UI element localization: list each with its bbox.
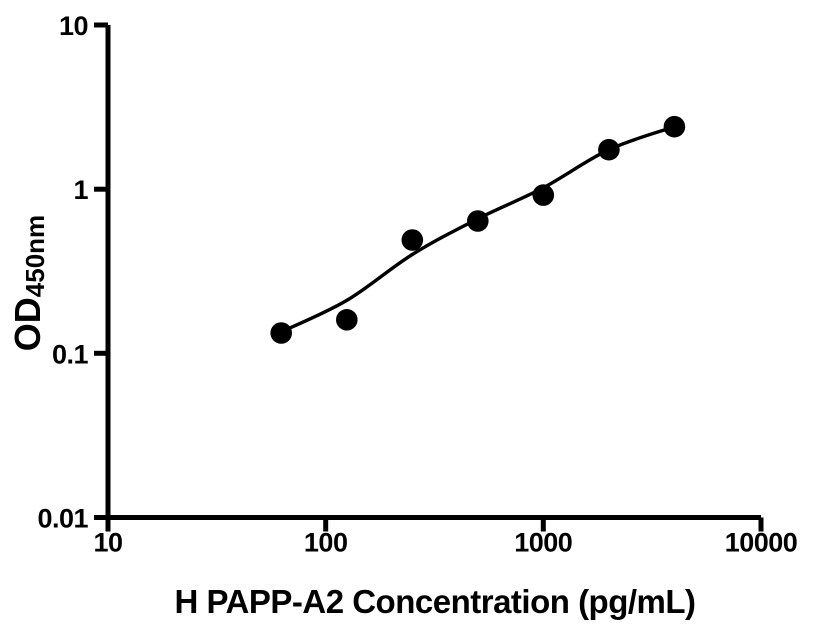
x-tick-label: 100 [304,528,348,558]
y-axis-title-subscript: 450nm [19,214,50,298]
data-point-series [270,115,686,344]
y-tick-label: 1 [73,175,88,205]
data-point-marker [270,322,293,344]
data-point-marker [336,309,358,331]
x-axis-title-text: H PAPP-A2 Concentration (pg/mL) [174,583,696,620]
y-tick-label: 0.01 [37,504,88,534]
tick-labels: 10 100 1000 10000 10 1 0.1 0.01 [37,11,797,558]
y-tick-label: 0.1 [52,339,89,369]
data-point-marker [467,210,489,232]
x-tick-label: 1000 [514,528,572,558]
data-point-marker [598,138,620,161]
data-point-marker [401,229,424,251]
axes [94,22,764,532]
x-axis-title: H PAPP-A2 Concentration (pg/mL) [108,583,762,621]
data-point-marker [532,184,555,206]
x-tick-label: 10000 [725,528,798,558]
data-point-marker [663,115,686,138]
y-tick-label: 10 [59,11,88,41]
axis-spines [105,25,761,520]
x-tick-label: 10 [93,528,122,558]
y-axis-title: OD 450nm [0,173,58,393]
y-axis-title-main: OD [7,297,48,352]
